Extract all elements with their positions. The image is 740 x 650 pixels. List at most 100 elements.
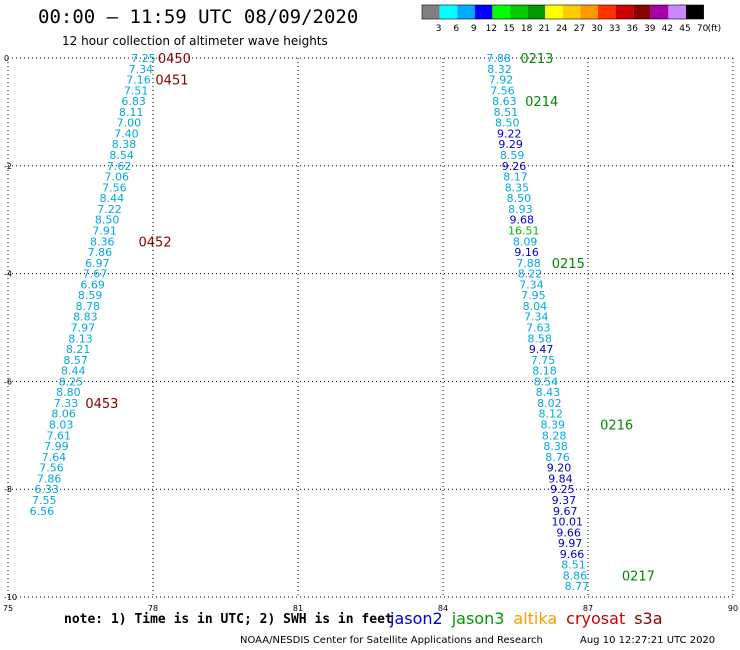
data-point-label: 7.56 bbox=[102, 181, 127, 194]
data-point-label: 7.99 bbox=[44, 440, 69, 453]
data-point-label: 8.54 bbox=[109, 149, 134, 162]
data-point-label: 8.80 bbox=[56, 386, 81, 399]
data-point-label: 6.56 bbox=[30, 505, 55, 518]
data-point-label: 8.44 bbox=[100, 192, 125, 205]
data-point-label: 7.06 bbox=[105, 171, 130, 184]
data-point-label: 8.04 bbox=[523, 300, 548, 313]
y-tick-label: -6 bbox=[4, 377, 12, 386]
data-point-label: 8.76 bbox=[545, 451, 570, 464]
y-tick-label: -10 bbox=[4, 593, 17, 602]
colorbar-swatch bbox=[633, 5, 651, 19]
footer-timestamp: Aug 10 12:27:21 UTC 2020 bbox=[580, 635, 716, 646]
data-point-label: 8.77 bbox=[565, 580, 590, 593]
data-point-label: 8.09 bbox=[513, 235, 538, 248]
data-point-label: 9.29 bbox=[498, 138, 523, 151]
x-tick-label: 87 bbox=[583, 604, 593, 613]
data-point-label: 9.68 bbox=[510, 214, 535, 227]
data-point-label: 7.88 bbox=[486, 52, 511, 65]
data-point-label: 8.54 bbox=[534, 375, 559, 388]
data-point-label: 8.25 bbox=[59, 375, 84, 388]
data-point-label: 9.84 bbox=[548, 472, 573, 485]
data-point-label: 9.66 bbox=[556, 526, 581, 539]
data-point-label: 7.34 bbox=[129, 63, 154, 76]
time-label: 0216 bbox=[600, 419, 633, 434]
data-point-label: 8.57 bbox=[63, 354, 88, 367]
mission-legend-item: jason3 bbox=[451, 609, 505, 628]
colorbar-unit: (ft) bbox=[708, 24, 722, 34]
data-point-label: 6.97 bbox=[85, 257, 110, 270]
data-point-label: 8.06 bbox=[51, 408, 76, 421]
colorbar-swatch bbox=[598, 5, 616, 19]
data-point-label: 8.83 bbox=[73, 311, 98, 324]
data-point-label: 8.21 bbox=[66, 343, 91, 356]
colorbar-label: 70 bbox=[697, 24, 709, 34]
time-label: 0217 bbox=[622, 569, 655, 584]
data-point-label: 7.34 bbox=[524, 311, 549, 324]
data-point-label: 9.22 bbox=[497, 127, 522, 140]
page-subtitle: 12 hour collection of altimeter wave hei… bbox=[62, 34, 328, 48]
colorbar-swatch bbox=[457, 5, 475, 19]
colorbar-swatch bbox=[492, 5, 510, 19]
data-point-label: 8.13 bbox=[68, 332, 93, 345]
x-tick-label: 84 bbox=[438, 604, 448, 613]
colorbar-label: 30 bbox=[591, 24, 603, 34]
data-point-label: 7.16 bbox=[126, 74, 151, 87]
colorbar-swatch bbox=[580, 5, 598, 19]
data-point-label: 8.38 bbox=[112, 138, 137, 151]
data-point-label: 7.40 bbox=[114, 127, 139, 140]
data-point-label: 9.67 bbox=[553, 505, 578, 518]
colorbar-swatch bbox=[527, 5, 546, 19]
colorbar-label: 45 bbox=[679, 24, 690, 34]
colorbar-label: 36 bbox=[626, 24, 638, 34]
footer-note: note: 1) Time is in UTC; 2) SWH is in fe… bbox=[64, 612, 393, 627]
colorbar-label: 24 bbox=[556, 24, 568, 34]
time-label: 0215 bbox=[552, 257, 585, 272]
data-point-label: 7.91 bbox=[92, 224, 117, 237]
data-point-label: 8.03 bbox=[49, 419, 74, 432]
colorbar-label: 12 bbox=[486, 24, 497, 34]
time-label: 0214 bbox=[525, 95, 558, 110]
data-point-label: 7.95 bbox=[521, 289, 546, 302]
data-point-label: 7.88 bbox=[516, 257, 541, 270]
data-point-label: 8.58 bbox=[527, 332, 552, 345]
data-point-label: 8.11 bbox=[119, 106, 144, 119]
y-tick-label: -8 bbox=[4, 485, 12, 494]
colorbar-label: 18 bbox=[521, 24, 533, 34]
data-point-label: 7.97 bbox=[71, 322, 96, 335]
data-point-label: 8.02 bbox=[537, 397, 562, 410]
data-point-label: 8.93 bbox=[508, 203, 533, 216]
data-point-label: 7.92 bbox=[489, 74, 514, 87]
colorbar-swatch bbox=[474, 5, 493, 19]
y-tick-label: -2 bbox=[4, 162, 12, 171]
x-tick-label: 81 bbox=[293, 604, 303, 613]
mission-legend-item: altika bbox=[513, 609, 558, 628]
data-point-label: 8.86 bbox=[563, 569, 588, 582]
data-point-label: 7.22 bbox=[97, 203, 122, 216]
colorbar-label: 39 bbox=[644, 24, 656, 34]
data-point-label: 9.25 bbox=[550, 483, 575, 496]
colorbar-swatch bbox=[686, 5, 704, 19]
data-point-label: 7.86 bbox=[88, 246, 113, 259]
mission-legend: jason2 jason3 altika cryosat s3a bbox=[390, 609, 672, 628]
data-point-label: 9.97 bbox=[558, 537, 583, 550]
colorbar-swatch bbox=[422, 5, 440, 19]
data-point-label: 8.39 bbox=[540, 419, 565, 432]
axis-ticks: 75 78 81 84 87 90 0 -2 -4 -6 -8 -10 bbox=[3, 54, 738, 613]
data-point-label: 8.63 bbox=[492, 95, 517, 108]
data-point-label: 8.32 bbox=[487, 63, 512, 76]
chart-grid bbox=[7, 57, 734, 598]
colorbar-swatch bbox=[650, 5, 669, 19]
data-point-label: 7.25 bbox=[131, 52, 156, 65]
colorbar-swatch bbox=[510, 5, 528, 19]
data-point-label: 8.50 bbox=[507, 192, 532, 205]
data-point-label: 6.33 bbox=[34, 483, 59, 496]
data-point-label: 7.33 bbox=[54, 397, 79, 410]
time-label: 0451 bbox=[155, 74, 188, 89]
colorbar-label: 21 bbox=[538, 24, 549, 34]
data-point-label: 8.78 bbox=[76, 300, 101, 313]
time-label: 0453 bbox=[85, 397, 118, 412]
data-point-label: 8.22 bbox=[518, 268, 543, 281]
data-point-label: 8.59 bbox=[500, 149, 525, 162]
data-point-label: 7.75 bbox=[531, 354, 556, 367]
data-point-label: 8.44 bbox=[61, 365, 86, 378]
